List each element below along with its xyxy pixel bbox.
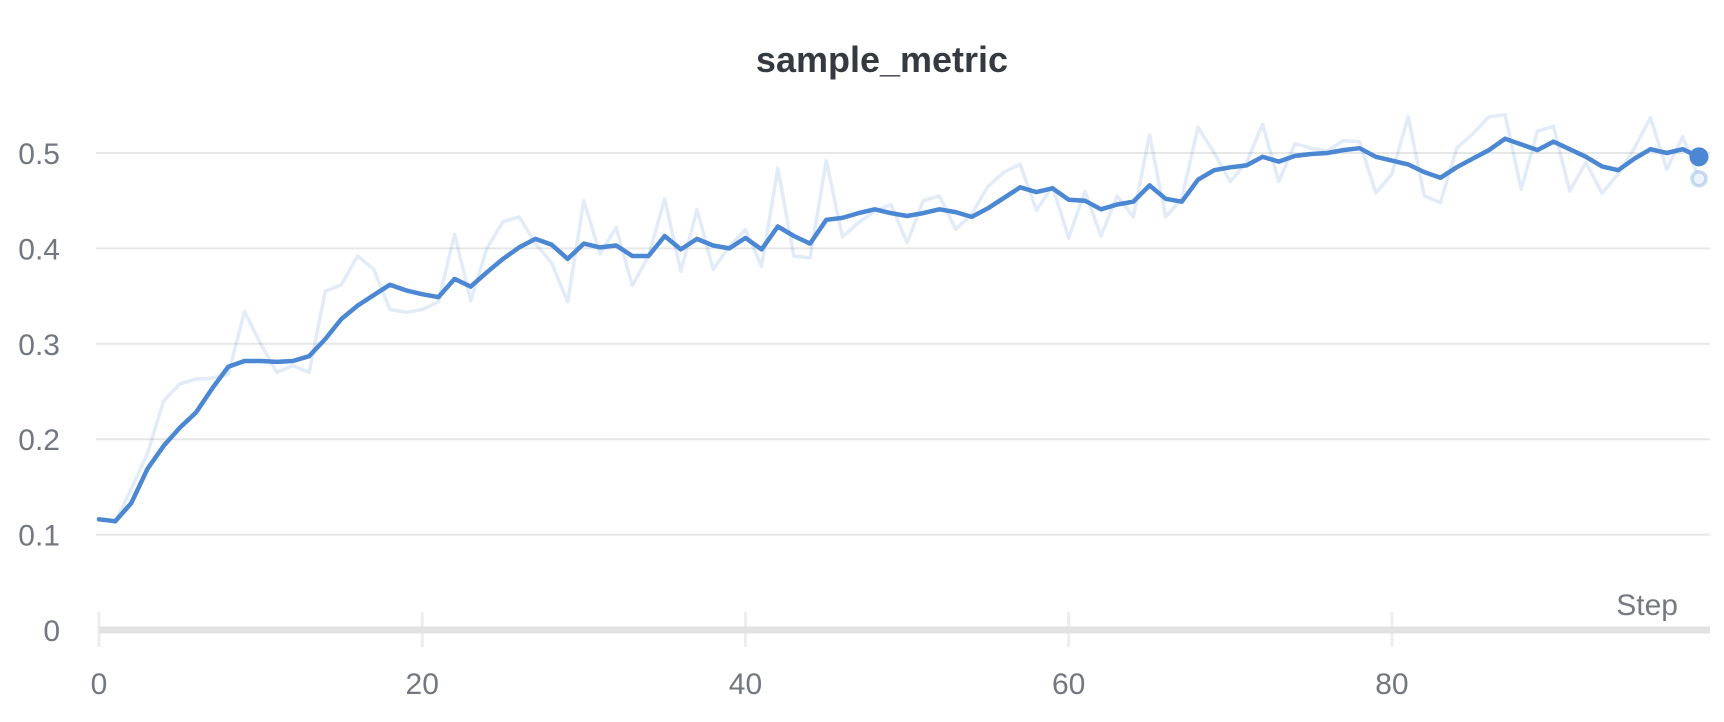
y-tick-label-0.3: 0.3 [18,329,60,362]
x-tick-label-80: 80 [1375,668,1408,701]
y-tick-label-0.1: 0.1 [18,520,60,553]
x-tick-label-0: 0 [91,668,108,701]
y-tick-label-0.4: 0.4 [18,233,60,266]
y-tick-label-0: 0 [43,615,60,648]
y-tick-label-0.5: 0.5 [18,138,60,171]
x-tick-label-20: 20 [406,668,439,701]
y-tick-label-0.2: 0.2 [18,424,60,457]
axis-tick-labels: 0 0.1 0.2 0.3 0.4 0.5 0 20 40 60 80 [18,138,1408,701]
endpoint-markers [1689,147,1709,188]
endpoint-dot-smoothed[interactable] [1689,147,1709,167]
series-lines [96,113,1702,524]
endpoint-dot-raw[interactable] [1690,170,1708,188]
x-tick-label-60: 60 [1052,668,1085,701]
smoothed-line[interactable] [96,136,1702,524]
raw-line[interactable] [97,113,1701,524]
x-axis-title: Step [1616,589,1678,622]
x-axis [97,612,1710,647]
gridlines [96,152,1710,536]
x-tick-label-40: 40 [729,668,762,701]
chart-title: sample_metric [756,39,1008,80]
